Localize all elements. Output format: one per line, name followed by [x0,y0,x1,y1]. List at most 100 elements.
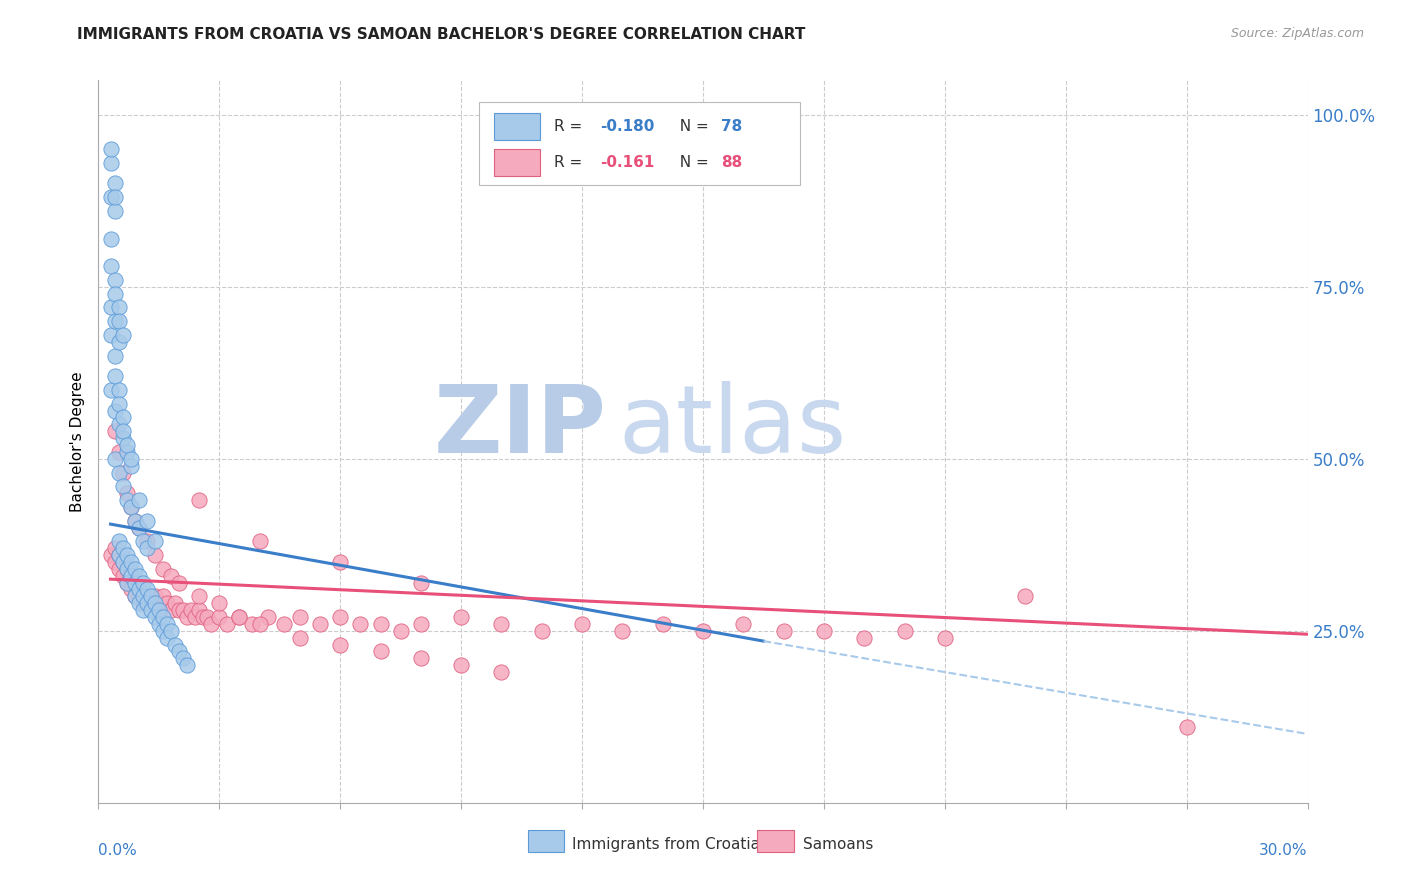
Point [208,610,231,624]
Point [132,596,155,610]
Point [111,410,134,425]
Point [124,562,146,576]
Point [115,548,138,562]
Text: 78: 78 [721,119,742,134]
Text: -0.161: -0.161 [600,155,655,170]
Point [115,575,138,590]
Point [288,631,311,645]
Y-axis label: Bachelor's Degree: Bachelor's Degree [69,371,84,512]
Point [120,555,142,569]
Bar [527,830,564,852]
Point [156,631,179,645]
Text: N =: N = [671,155,714,170]
Point [450,658,472,673]
Point [103,451,125,466]
Point [143,590,166,604]
Point [124,575,146,590]
Point [107,334,129,349]
Point [163,638,186,652]
Point [370,616,392,631]
Text: R =: R = [554,119,588,134]
Point [115,575,138,590]
Point [370,644,392,658]
Point [143,548,166,562]
Point [107,417,129,432]
Point [249,616,271,631]
Point [107,534,129,549]
Point [120,582,142,597]
Point [132,534,155,549]
Point [107,466,129,480]
Point [107,445,129,459]
Point [491,665,513,679]
Point [128,582,150,597]
Point [128,582,150,597]
Point [111,466,134,480]
Point [1175,720,1198,734]
Point [349,616,371,631]
Point [135,514,157,528]
Point [188,493,211,508]
Point [491,616,513,631]
Point [107,383,129,397]
Point [120,458,142,473]
Point [409,616,432,631]
Point [103,190,125,204]
Point [100,231,122,245]
Point [100,548,122,562]
Point [163,596,186,610]
Text: Samoans: Samoans [803,838,873,852]
Point [124,590,146,604]
Point [103,349,125,363]
Point [180,603,202,617]
Point [103,555,125,569]
Point [249,534,271,549]
Point [139,590,162,604]
Point [100,301,122,315]
Point [107,562,129,576]
Point [103,403,125,417]
Point [139,603,162,617]
Point [107,548,129,562]
Point [152,590,174,604]
Point [389,624,412,638]
Point [124,514,146,528]
Point [135,582,157,597]
Point [176,658,198,673]
Point [148,603,170,617]
Point [329,555,352,569]
Point [143,534,166,549]
Point [111,424,134,438]
Point [100,327,122,342]
Point [103,314,125,328]
Point [124,590,146,604]
Text: Source: ZipAtlas.com: Source: ZipAtlas.com [1230,27,1364,40]
Point [120,568,142,582]
Point [100,142,122,156]
Point [188,603,211,617]
Point [733,616,755,631]
Point [103,273,125,287]
Point [172,603,194,617]
Text: IMMIGRANTS FROM CROATIA VS SAMOAN BACHELOR'S DEGREE CORRELATION CHART: IMMIGRANTS FROM CROATIA VS SAMOAN BACHEL… [77,27,806,42]
Point [103,424,125,438]
Point [450,610,472,624]
Point [934,631,956,645]
Point [167,603,190,617]
Point [208,596,231,610]
Text: atlas: atlas [619,381,846,473]
Point [228,610,250,624]
Point [107,548,129,562]
Point [200,616,222,631]
Point [152,562,174,576]
Point [115,445,138,459]
Point [103,541,125,556]
Point [107,301,129,315]
Point [111,431,134,445]
Point [135,534,157,549]
Point [160,568,183,582]
Point [148,616,170,631]
Point [128,590,150,604]
Point [651,616,673,631]
Point [256,610,278,624]
